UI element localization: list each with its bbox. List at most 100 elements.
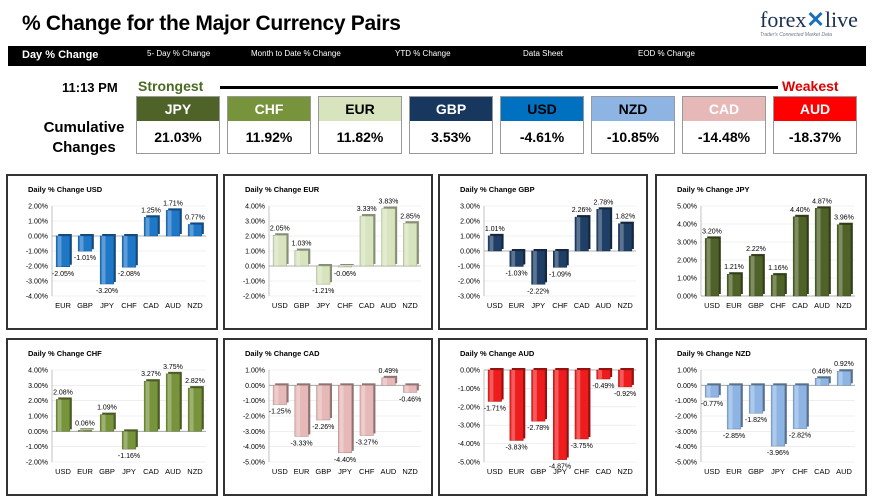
- bar-highlight: [598, 370, 602, 380]
- bar: [294, 250, 309, 267]
- y-tick-label: 0.00%: [28, 234, 48, 241]
- bar: [770, 274, 786, 297]
- data-label: 1.82%: [615, 214, 635, 221]
- y-tick-label: 3.00%: [245, 219, 265, 226]
- y-tick-label: 3.00%: [28, 383, 48, 390]
- nav-eod-change[interactable]: EOD % Change: [638, 49, 695, 58]
- bar-highlight: [816, 378, 821, 386]
- bar-highlight: [772, 385, 777, 447]
- weakest-label: Weakest: [782, 78, 839, 94]
- bar: [574, 369, 589, 440]
- x-tick-label: AUD: [381, 301, 397, 310]
- y-tick-label: -2.00%: [26, 264, 48, 271]
- y-tick-label: 2.00%: [677, 258, 697, 265]
- x-tick-label: NZD: [836, 301, 852, 310]
- chart-panel-5: Daily % Change CHF 4.00% 3.00% 2.00% 1.00% 0.…: [6, 338, 218, 496]
- bar: [792, 216, 808, 297]
- currency-card-aud: AUD -18.37%: [773, 96, 857, 154]
- y-tick-label: 2.00%: [28, 398, 48, 405]
- bar: [359, 215, 374, 267]
- data-label: 3.83%: [378, 199, 398, 206]
- bar-highlight: [167, 210, 172, 236]
- data-label: 2.26%: [572, 207, 592, 214]
- bar-highlight: [339, 266, 344, 267]
- bar-highlight: [554, 251, 559, 268]
- x-tick-label: AUD: [381, 467, 397, 476]
- bar-highlight: [274, 385, 279, 405]
- data-label: 3.96%: [834, 215, 854, 222]
- data-label: 2.05%: [270, 225, 290, 232]
- y-tick-label: 0.00%: [677, 294, 697, 301]
- y-tick-label: 0.00%: [677, 383, 697, 390]
- chart-svg: Daily % Change CAD 1.00% 0.00% -1.00% -2.00%…: [243, 349, 421, 476]
- bar: [574, 216, 589, 252]
- data-label: -3.75%: [571, 443, 593, 450]
- currency-code: GBP: [410, 97, 492, 121]
- bar-highlight: [750, 385, 755, 414]
- cumulative-change-value: -4.61%: [501, 121, 583, 153]
- x-tick-label: USD: [487, 467, 503, 476]
- data-label: 3.27%: [141, 371, 161, 378]
- nav-5day-change[interactable]: 5- Day % Change: [147, 49, 211, 58]
- bar-highlight: [576, 370, 581, 439]
- data-label: 2.85%: [400, 213, 420, 220]
- bar-highlight: [101, 414, 106, 432]
- y-tick-label: 1.00%: [677, 368, 697, 375]
- bar: [748, 385, 764, 414]
- data-label: -4.87%: [549, 464, 571, 471]
- bar: [814, 208, 830, 297]
- bar-highlight: [489, 370, 494, 402]
- data-label: 1.03%: [292, 241, 312, 248]
- x-tick-label: CAD: [596, 467, 612, 476]
- bar: [531, 250, 546, 285]
- data-label: 2.08%: [53, 389, 73, 396]
- x-tick-label: GBP: [77, 301, 93, 310]
- logo-tagline: Trader's Connected Market Data: [760, 32, 833, 38]
- chart-panel-6: Daily % Change CAD 1.00% 0.00% -1.00% -2.00%…: [223, 338, 433, 496]
- bar-depth: [340, 264, 354, 265]
- data-label: 4.87%: [812, 198, 832, 205]
- ranking-divider: [220, 86, 778, 89]
- x-tick-label: CAD: [792, 301, 808, 310]
- bar: [316, 265, 331, 285]
- y-tick-label: -5.00%: [243, 460, 265, 467]
- bar: [165, 210, 181, 237]
- bar-highlight: [79, 430, 84, 432]
- data-label: 3.20%: [702, 228, 722, 235]
- y-tick-label: 0.00%: [460, 368, 480, 375]
- data-label: 2.78%: [593, 199, 613, 206]
- bar-highlight: [838, 224, 843, 296]
- data-label: 0.92%: [834, 361, 854, 368]
- nav-day-change[interactable]: Day % Change: [22, 49, 99, 61]
- chart-panel-4: Daily % Change JPY 5.00% 4.00% 3.00% 2.00% 1.…: [655, 174, 867, 330]
- chart-panel-8: Daily % Change NZD 1.00% 0.00% -1.00% -2.00%…: [655, 338, 867, 496]
- bar: [55, 399, 71, 432]
- y-tick-label: -3.00%: [26, 279, 48, 286]
- bar-highlight: [296, 250, 301, 266]
- bar-highlight: [728, 385, 733, 430]
- data-label: 0.46%: [812, 368, 832, 375]
- bar-highlight: [598, 209, 602, 251]
- data-label: 1.01%: [485, 226, 505, 233]
- data-label: -2.22%: [527, 288, 549, 295]
- y-tick-label: 0.00%: [245, 383, 265, 390]
- chart-svg: Daily % Change USD 2.00% 1.00% 0.00% -1.00% -…: [26, 185, 206, 310]
- bar-highlight: [706, 238, 711, 296]
- data-label: -0.77%: [701, 401, 723, 408]
- x-tick-label: CAD: [814, 467, 830, 476]
- bar: [618, 223, 633, 252]
- x-tick-label: NZD: [617, 467, 633, 476]
- bar-highlight: [361, 385, 366, 436]
- nav-ytd-change[interactable]: YTD % Change: [395, 49, 451, 58]
- data-label: 1.25%: [141, 207, 161, 214]
- bar-highlight: [274, 235, 279, 266]
- bar-highlight: [816, 208, 821, 296]
- y-tick-label: 3.00%: [460, 204, 480, 211]
- forexlive-logo[interactable]: forex✕live Trader's Connected Market Dat…: [760, 8, 860, 44]
- nav-data-sheet[interactable]: Data Sheet: [523, 49, 564, 58]
- data-label: -2.78%: [527, 425, 549, 432]
- nav-month-to-date[interactable]: Month to Date % Change: [251, 49, 341, 58]
- logo-name-a: forex: [760, 7, 807, 32]
- chart-title: Daily % Change NZD: [677, 349, 751, 358]
- y-tick-label: -1.00%: [26, 444, 48, 451]
